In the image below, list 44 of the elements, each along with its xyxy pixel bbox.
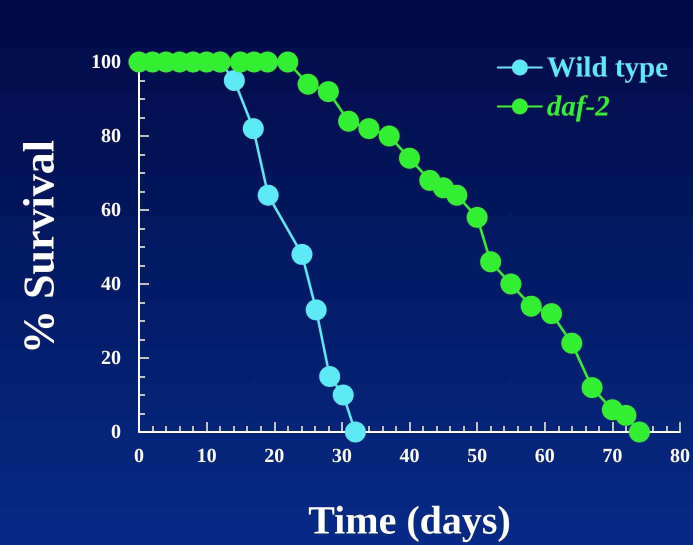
y-tick-label: 60 xyxy=(101,199,121,221)
x-tick-label: 20 xyxy=(264,445,284,467)
x-tick-label: 0 xyxy=(134,445,144,467)
point xyxy=(277,52,298,72)
point xyxy=(628,422,650,442)
point xyxy=(319,366,340,387)
x-tick-label: 30 xyxy=(332,445,352,467)
point xyxy=(466,206,488,228)
point xyxy=(344,422,366,442)
x-tick-label: 80 xyxy=(670,445,690,467)
point xyxy=(298,74,319,95)
point xyxy=(582,377,603,398)
x-tick-label: 70 xyxy=(602,445,622,467)
legend-label: Wild type xyxy=(546,52,668,84)
x-tick-label: 60 xyxy=(534,445,555,467)
point xyxy=(338,110,360,132)
y-axis-title: % Survival xyxy=(14,140,64,354)
point xyxy=(332,384,354,406)
y-tick-label: 80 xyxy=(101,125,121,147)
y-tick-label: 100 xyxy=(91,51,121,73)
x-tick-label: 40 xyxy=(400,445,420,467)
point xyxy=(399,148,420,169)
point xyxy=(318,81,339,102)
point xyxy=(541,303,562,324)
point xyxy=(292,244,312,265)
point xyxy=(242,118,264,140)
legend-label: daf-2 xyxy=(546,90,610,122)
point xyxy=(258,184,279,206)
y-tick-label: 20 xyxy=(101,347,121,369)
x-tick-label: 50 xyxy=(467,445,488,467)
point xyxy=(224,70,245,91)
x-axis-title: Time (days) xyxy=(308,498,511,542)
point xyxy=(378,126,400,146)
y-tick-label: 40 xyxy=(101,273,121,295)
point xyxy=(500,274,522,294)
point xyxy=(561,332,582,354)
point xyxy=(358,118,380,140)
point xyxy=(615,404,636,426)
point xyxy=(520,296,542,317)
point xyxy=(446,184,468,206)
point xyxy=(306,299,327,320)
y-tick-label: 0 xyxy=(111,421,121,443)
x-tick-label: 10 xyxy=(196,445,217,467)
point xyxy=(480,251,502,272)
